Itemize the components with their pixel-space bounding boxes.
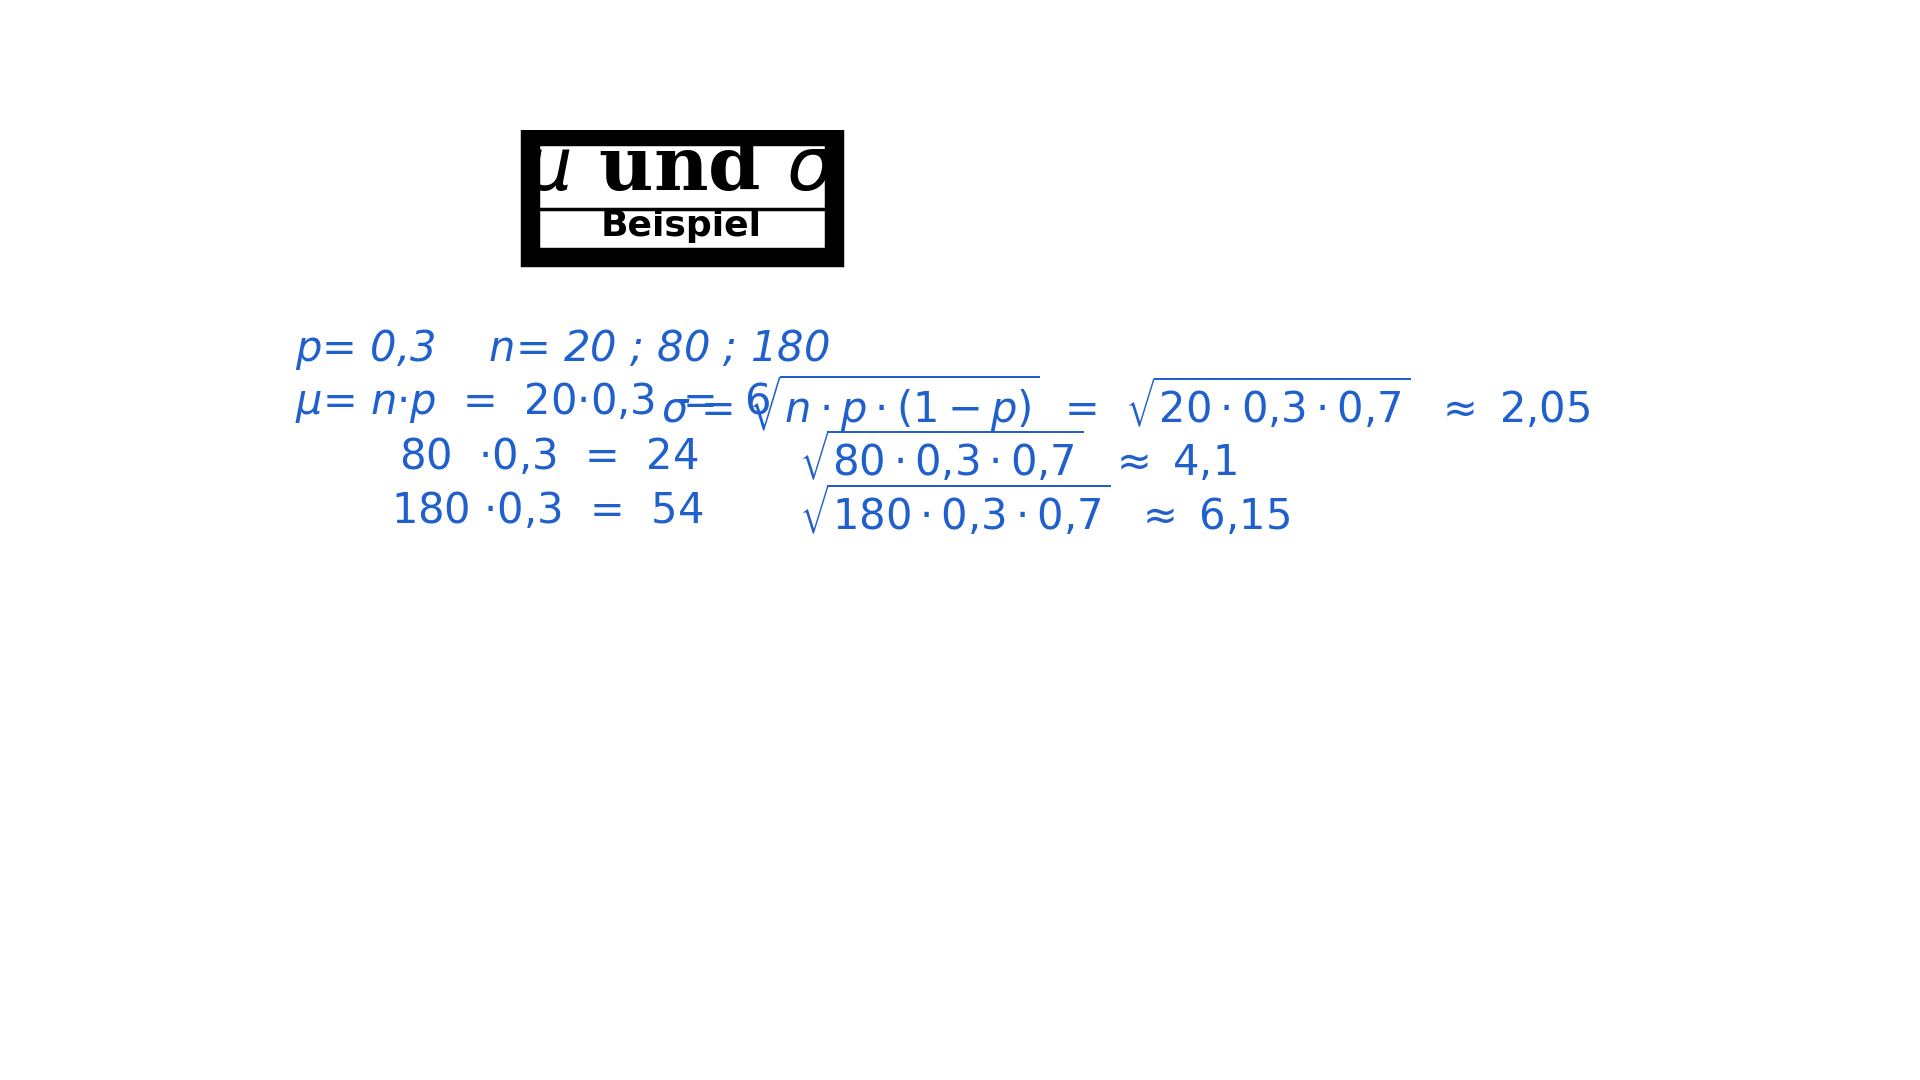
Text: $\mu$ und $\sigma$: $\mu$ und $\sigma$ (524, 131, 839, 208)
Text: $p$= 0,3    $n$= 20 ; 80 ; 180: $p$= 0,3 $n$= 20 ; 80 ; 180 (296, 326, 829, 372)
Text: Beispiel: Beispiel (601, 208, 762, 243)
Text: $\sqrt{80 \cdot 0{,}3 \cdot 0{,}7}$  $\approx$ 4,1: $\sqrt{80 \cdot 0{,}3 \cdot 0{,}7}$ $\ap… (799, 429, 1236, 485)
Text: $\mu$= $n$$\cdot$$p$  =  20$\cdot$0,3  =  6: $\mu$= $n$$\cdot$$p$ = 20$\cdot$0,3 = 6 (296, 380, 770, 426)
FancyBboxPatch shape (530, 136, 833, 257)
Text: 80  $\cdot$0,3  =  24: 80 $\cdot$0,3 = 24 (399, 436, 699, 477)
Text: $\sigma$ = $\sqrt{n \cdot p \cdot (1-p)}$  =  $\sqrt{20 \cdot 0{,}3 \cdot 0{,}7}: $\sigma$ = $\sqrt{n \cdot p \cdot (1-p)}… (660, 373, 1590, 434)
Text: $\sqrt{180 \cdot 0{,}3 \cdot 0{,}7}$  $\approx$ 6,15: $\sqrt{180 \cdot 0{,}3 \cdot 0{,}7}$ $\a… (799, 483, 1290, 539)
Text: 180 $\cdot$0,3  =  54: 180 $\cdot$0,3 = 54 (392, 489, 705, 531)
